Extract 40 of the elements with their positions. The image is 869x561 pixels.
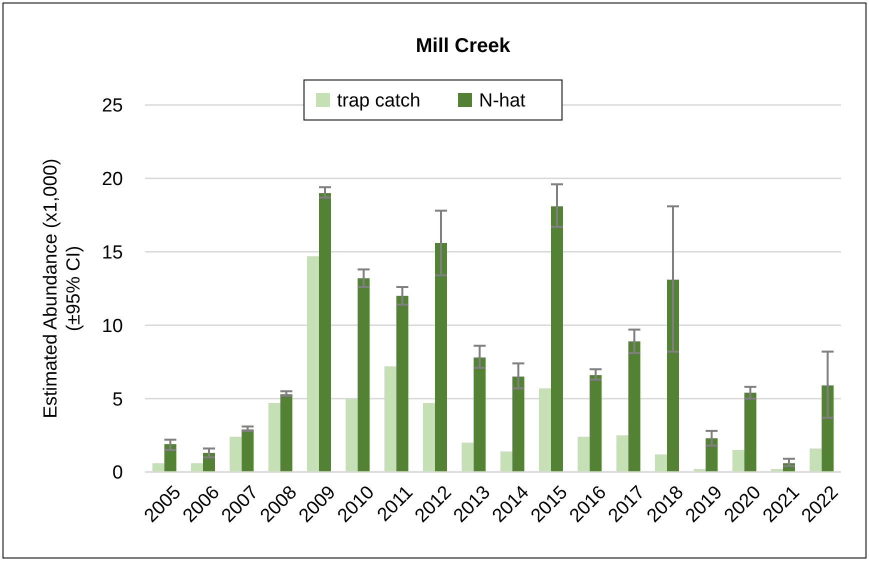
bar — [628, 341, 640, 472]
bar — [616, 435, 628, 472]
bar — [474, 357, 486, 472]
bar — [307, 256, 319, 472]
y-tick-label: 5 — [112, 389, 123, 410]
bar — [512, 376, 524, 472]
bar — [268, 403, 280, 472]
bar — [191, 463, 203, 472]
bar — [319, 193, 331, 472]
bar — [152, 463, 164, 472]
bar — [732, 450, 744, 472]
bar — [500, 451, 512, 472]
legend-label: trap catch — [337, 90, 420, 112]
bar — [358, 278, 370, 472]
bar — [810, 448, 822, 472]
y-tick-label: 15 — [102, 242, 123, 264]
bar — [435, 242, 447, 472]
y-axis-title: Estimated Abundance (x1,000) (±95% CI) — [40, 158, 84, 418]
bar — [242, 429, 254, 472]
chart-title: Mill Creek — [416, 35, 512, 57]
bar — [822, 385, 834, 472]
bar — [667, 280, 679, 472]
legend-label: N-hat — [479, 90, 526, 112]
bar — [396, 296, 408, 472]
bar — [280, 394, 292, 472]
bar — [551, 206, 563, 472]
bar — [655, 454, 667, 472]
bar — [744, 392, 756, 472]
y-tick-label: 10 — [102, 316, 123, 337]
bar — [590, 375, 602, 472]
bar — [578, 436, 590, 472]
bar — [230, 436, 242, 472]
bar — [346, 398, 358, 472]
y-tick-label: 0 — [112, 462, 123, 484]
bar — [384, 366, 396, 472]
bar — [539, 388, 551, 472]
bar — [462, 442, 474, 472]
y-tick-label: 25 — [102, 96, 123, 117]
bar — [423, 403, 435, 472]
y-tick-label: 20 — [102, 169, 123, 190]
